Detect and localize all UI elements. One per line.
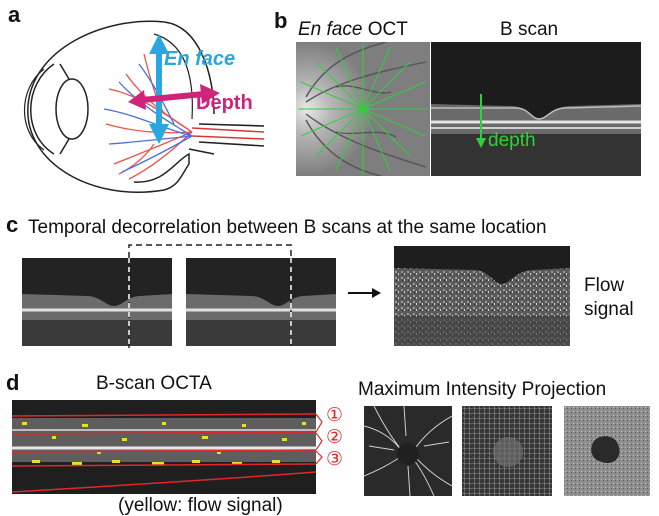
bscan-c-1 [22,258,172,346]
bscan-c-2 [186,258,336,346]
mip-image-3 [564,406,650,496]
panel-a-letter: a [8,2,21,27]
depth-label-b: depth [488,130,536,151]
panel-d-letter: d [6,370,20,395]
segmentation-brackets [316,400,330,464]
arrow-right-icon [348,286,382,300]
flow-label-1: Flow [584,275,625,296]
flow-label-2: signal [584,299,634,320]
bscan-octa-title: B-scan OCTA [96,373,212,394]
mip-image-2 [462,406,552,496]
bscan-image-b [431,42,641,176]
panel-c-title: Temporal decorrelation between B scans a… [28,217,547,238]
eye-diagram [14,14,274,194]
same-location-dashed-box [128,244,292,348]
en-face-label: En face [164,48,236,70]
bscan-octa-image [12,400,316,494]
en-face-oct-title: En face OCT [298,20,408,40]
bscan-title-b: B scan [500,19,559,40]
mip-image-1 [364,406,452,496]
panel-b-letter: b [274,8,288,33]
layer-label-2: ② [326,427,344,448]
depth-label-a: Depth [196,92,253,114]
layer-label-3: ③ [326,449,344,470]
en-face-oct-image [296,42,430,176]
mip-title: Maximum Intensity Projection [358,379,607,400]
en-face-oct-title-rest: OCT [362,19,408,40]
flow-caption: (yellow: flow signal) [118,495,283,516]
layer-label-1: ① [326,405,344,426]
panel-c-letter: c [6,212,19,237]
flow-signal-image [394,246,570,346]
en-face-oct-title-italic: En face [298,19,363,40]
